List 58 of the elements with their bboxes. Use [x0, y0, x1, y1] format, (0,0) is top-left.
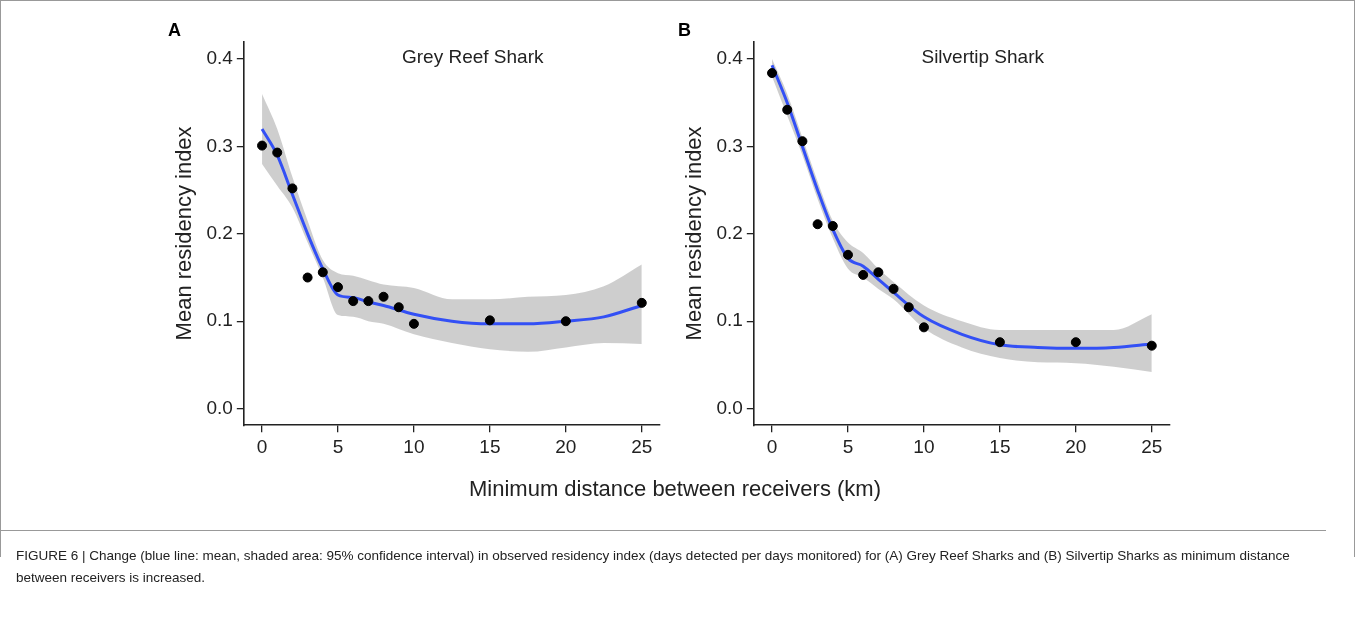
point [317, 267, 328, 278]
chart-subtitle: Silvertip Shark [921, 45, 1045, 67]
x-tick-label: 20 [1065, 435, 1087, 457]
x-tick-label: 10 [913, 435, 935, 457]
point [272, 147, 283, 158]
y-tick-label: 0.0 [716, 396, 743, 418]
point [378, 291, 389, 302]
point [918, 322, 929, 333]
point [302, 272, 313, 283]
y-tick-label: 0.4 [716, 47, 744, 69]
x-axis-title: Minimum distance between receivers (km) [468, 476, 882, 502]
point [1070, 337, 1081, 348]
point [332, 282, 343, 293]
point [636, 297, 647, 308]
y-tick-label: 0.3 [716, 134, 743, 156]
point [393, 302, 404, 313]
x-tick-label: 10 [403, 435, 425, 457]
point [560, 316, 571, 327]
point [408, 318, 419, 329]
x-tick-label: 25 [1141, 435, 1163, 457]
y-tick-label: 0.2 [206, 222, 233, 244]
x-tick-label: 0 [256, 435, 268, 457]
point [782, 104, 793, 115]
point [797, 136, 808, 147]
point [903, 302, 914, 313]
point [348, 296, 359, 307]
chart-subtitle: Grey Reef Shark [401, 45, 544, 67]
x-tick-label: 20 [555, 435, 577, 457]
chart-title: A [168, 19, 181, 40]
point [1146, 340, 1157, 351]
y-tick-label: 0.1 [716, 309, 743, 331]
caption: FIGURE 6 | Change (blue line: mean, shaded area: 95% confidence interval) in observed residency index (days detected per days monitored) for (A) Grey Reef Sharks and (B) Silvertip Sharks as minimum distance between receivers is increased. [0, 530, 1326, 589]
y-tick-label: 0.0 [206, 396, 233, 418]
x-tick-label: 15 [989, 435, 1011, 457]
y-axis-title: Mean residency index [681, 126, 707, 341]
y-tick-label: 0.2 [716, 222, 743, 244]
point [363, 296, 374, 307]
y-tick-label: 0.4 [206, 47, 234, 69]
x-tick-label: 25 [631, 435, 653, 457]
x-tick-label: 5 [842, 435, 854, 457]
x-tick-label: 0 [766, 435, 778, 457]
point [484, 315, 495, 326]
x-tick-label: 5 [332, 435, 344, 457]
point [873, 267, 884, 278]
x-tick-label: 15 [479, 435, 501, 457]
point [287, 183, 298, 194]
point [994, 337, 1005, 348]
point [842, 249, 853, 260]
y-axis-title: Mean residency index [171, 126, 197, 341]
point [858, 269, 869, 280]
chart-title: B [678, 19, 691, 40]
point [767, 68, 778, 79]
point [812, 219, 823, 230]
point [257, 140, 268, 151]
y-tick-label: 0.1 [206, 309, 233, 331]
y-tick-label: 0.3 [206, 134, 233, 156]
point [827, 220, 838, 231]
point [888, 283, 899, 294]
